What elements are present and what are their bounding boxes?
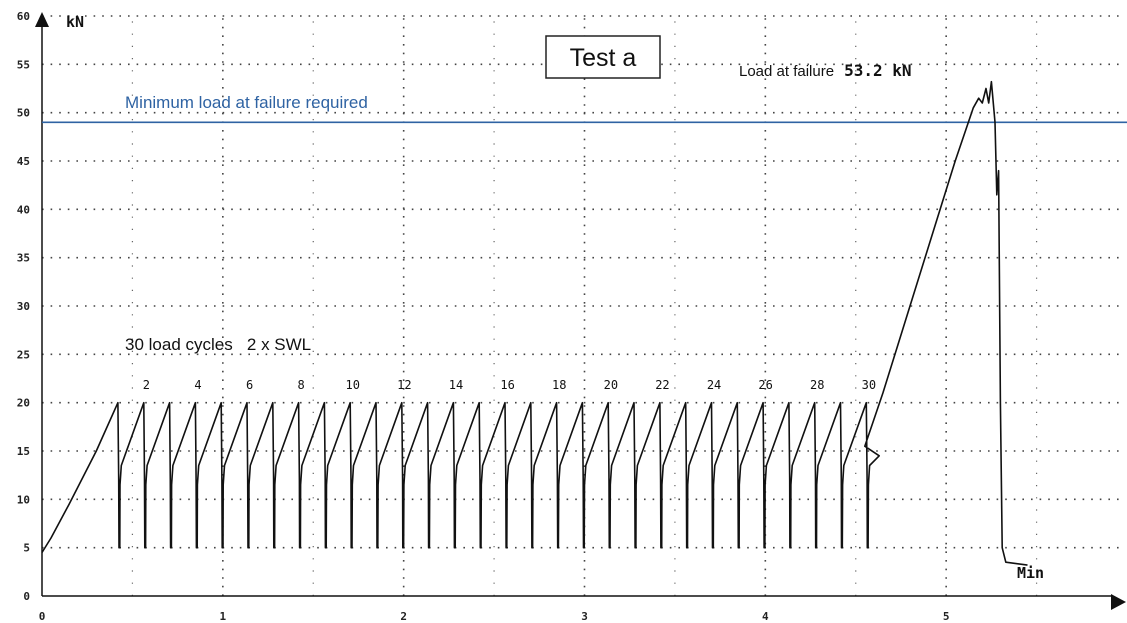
y-tick-label: 35 (17, 252, 30, 265)
chart-title: Test a (570, 44, 637, 72)
cycle-count-label: 28 (810, 378, 824, 392)
y-tick-label: 60 (17, 10, 30, 23)
title-box: Test a (545, 35, 661, 79)
load-curve (41, 80, 1028, 566)
y-tick-label: 5 (23, 542, 30, 555)
cycle-count-label: 8 (298, 378, 305, 392)
cycle-count-label: 24 (707, 378, 721, 392)
title-box-frame (545, 35, 661, 79)
y-tick-label: 50 (17, 107, 30, 120)
x-axis-arrow (1111, 594, 1126, 610)
reference-line-label: Minimum load at failure required (125, 93, 368, 112)
failure-annotation: Load at failure 53.2 kN (739, 61, 912, 80)
cycle-count-label: 4 (194, 378, 201, 392)
cycle-count-label: 6 (246, 378, 253, 392)
failure-value: 53.2 kN (844, 61, 911, 80)
y-axis-arrow (35, 12, 49, 27)
y-unit-label: kN (66, 13, 84, 31)
x-tick-label: 2 (400, 610, 407, 623)
cycle-count-labels: 2 4 6 8 10 12 14 16 18 20 22 24 26 28 30 (143, 378, 876, 392)
x-tick-label: 0 (39, 610, 46, 623)
y-tick-label: 40 (17, 203, 30, 216)
cycle-count-label: 10 (346, 378, 360, 392)
cycle-count-label: 26 (758, 378, 772, 392)
failure-label: Load at failure (739, 63, 834, 80)
cycle-count-label: 14 (449, 378, 463, 392)
cycle-count-label: 20 (604, 378, 618, 392)
cycle-count-label: 16 (500, 378, 514, 392)
x-tick-label: 5 (943, 610, 950, 623)
x-tick-label: 1 (220, 610, 227, 623)
cycle-count-label: 12 (397, 378, 411, 392)
cycle-count-label: 30 (862, 378, 876, 392)
y-tick-label: 55 (17, 58, 30, 71)
cycle-count-label: 18 (552, 378, 566, 392)
cycles-annotation: 30 load cycles 2 x SWL (125, 335, 311, 354)
cycle-count-label: 22 (655, 378, 669, 392)
y-tick-label: 10 (17, 493, 30, 506)
x-tick-label: 3 (581, 610, 588, 623)
y-tick-label: 30 (17, 300, 30, 313)
x-unit-label: Min (1017, 564, 1044, 582)
y-tick-label: 20 (17, 397, 30, 410)
x-tick-label: 4 (762, 610, 769, 623)
y-tick-label: 0 (23, 590, 30, 603)
y-tick-label: 25 (17, 348, 30, 361)
cycle-count-label: 2 (143, 378, 150, 392)
y-tick-label: 45 (17, 155, 30, 168)
y-tick-label: 15 (17, 445, 30, 458)
axes (35, 12, 1126, 610)
